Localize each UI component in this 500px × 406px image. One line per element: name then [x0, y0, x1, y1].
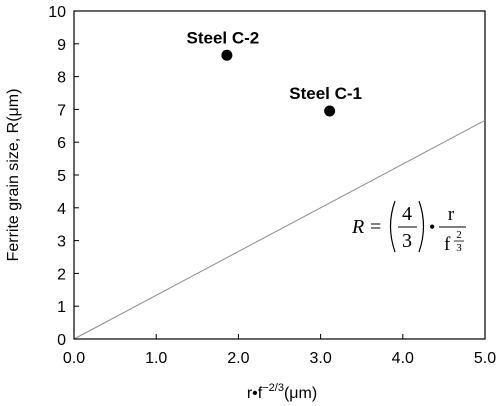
y-tick-label: 3	[57, 234, 66, 251]
x-axis-label-unit: (μm)	[284, 385, 317, 402]
equation-r: r	[448, 204, 455, 225]
x-tick-label: 1.0	[145, 350, 167, 367]
y-tick-label: 7	[57, 102, 66, 119]
equation-fraction-numerator: 4	[402, 203, 412, 225]
y-tick-label: 1	[57, 299, 66, 316]
y-tick-label: 6	[57, 135, 66, 152]
fit-line	[73, 119, 486, 340]
data-point-marker	[221, 49, 233, 61]
y-tick-label: 4	[57, 201, 66, 218]
plot-frame	[73, 10, 486, 340]
x-tick-label: 0.0	[63, 350, 85, 367]
equation-fraction-denominator: 3	[402, 230, 412, 252]
y-tick-label: 2	[57, 266, 66, 283]
data-point-label: Steel C-1	[289, 84, 362, 103]
y-tick-label: 9	[57, 37, 66, 54]
x-tick-label: 2.0	[227, 350, 249, 367]
equation-f: f	[444, 234, 451, 255]
equation-right-paren	[418, 200, 425, 253]
x-tick-label: 3.0	[309, 350, 331, 367]
x-tick-label: 5.0	[474, 350, 496, 367]
equation-left-paren	[389, 200, 396, 253]
x-axis-label: r•f−2/3(μm)	[247, 382, 317, 402]
data-points: Steel C-2 Steel C-1	[187, 28, 362, 117]
y-tick-label: 5	[57, 168, 66, 185]
equation-equals: =	[370, 216, 381, 238]
y-tick-label: 8	[57, 70, 66, 87]
y-axis-ticks: 0 1 2 3 4 5 6 7 8 9 10	[48, 4, 79, 349]
equation-exponent-denominator: 3	[456, 242, 462, 254]
x-axis-ticks: 0.0 1.0 2.0 3.0 4.0 5.0	[63, 334, 496, 367]
y-tick-label: 0	[57, 332, 66, 349]
equation-dot: •	[429, 217, 435, 237]
x-tick-label: 4.0	[392, 350, 414, 367]
y-tick-label: 10	[48, 4, 66, 21]
x-axis-label-superscript: −2/3	[262, 382, 284, 394]
equation-annotation: R = 4 3 • r f 2 3	[351, 200, 466, 255]
equation-exponent-numerator: 2	[456, 229, 462, 241]
equation-lhs: R	[351, 216, 364, 238]
data-point-label: Steel C-2	[187, 28, 260, 47]
data-point-marker	[324, 105, 336, 117]
y-axis-label: Ferrite grain size, R(μm)	[5, 89, 22, 262]
x-axis-label-main: r•f	[247, 385, 263, 402]
